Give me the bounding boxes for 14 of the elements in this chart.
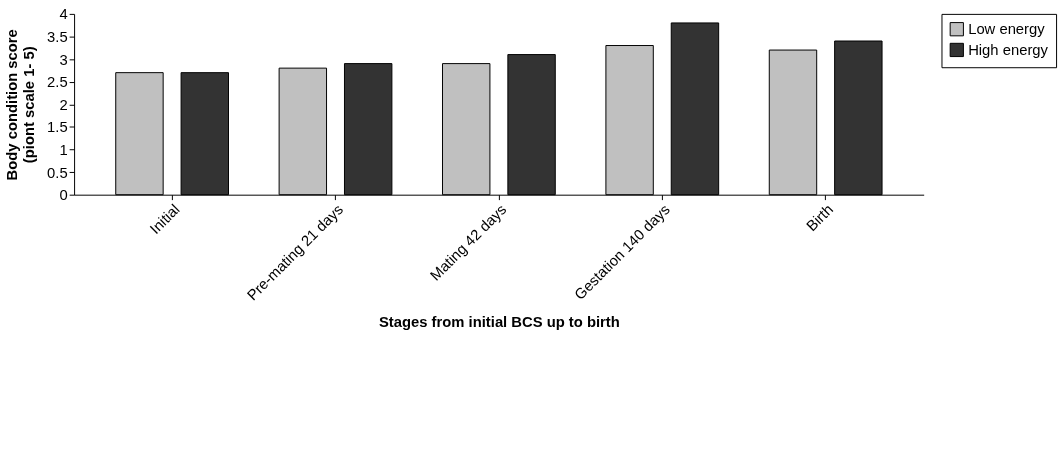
- y-tick-label: 2: [59, 96, 68, 113]
- y-tick-label: 0.5: [47, 164, 68, 181]
- legend-label: High energy: [968, 41, 1049, 58]
- y-tick-label: 2.5: [47, 74, 68, 91]
- y-tick-label: 1: [59, 141, 68, 158]
- y-axis-title: Body condition score (piont scale 1- 5): [4, 29, 38, 181]
- legend-label: Low energy: [968, 21, 1046, 38]
- y-tick-label: 3.5: [47, 28, 68, 45]
- y-tick-label: 1.5: [47, 119, 68, 136]
- y-tick-label: 4: [59, 6, 68, 23]
- x-tick-label: Birth: [803, 201, 837, 235]
- x-axis-title: Stages from initial BCS up to birth: [378, 314, 620, 331]
- y-tick-label: 0: [59, 187, 68, 204]
- y-tick-label: 3: [59, 51, 68, 68]
